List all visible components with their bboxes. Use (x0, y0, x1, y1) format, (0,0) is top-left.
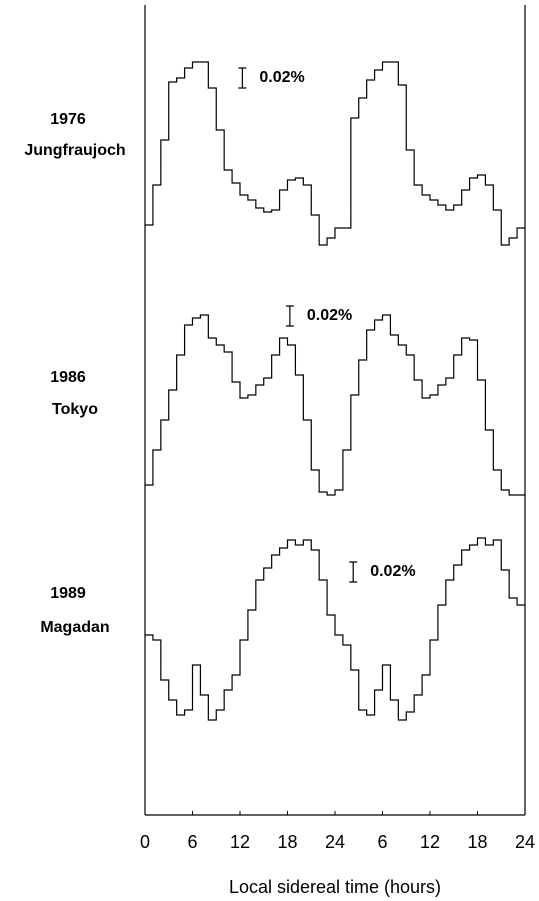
step-line (145, 537, 525, 721)
station-label: Magadan (40, 619, 109, 636)
x-tick-label: 12 (420, 832, 440, 852)
step-line (145, 61, 525, 246)
x-axis-label: Local sidereal time (hours) (229, 877, 441, 897)
scale-bar-label: 0.02% (370, 563, 415, 580)
x-tick-label: 18 (277, 832, 297, 852)
year-label: 1989 (50, 585, 86, 602)
x-tick-label: 12 (230, 832, 250, 852)
scale-bar-label: 0.02% (259, 69, 304, 86)
station-label: Tokyo (52, 401, 98, 418)
scale-bar (238, 67, 247, 89)
scale-bar (349, 561, 358, 583)
x-tick-label: 6 (187, 832, 197, 852)
x-tick-label: 0 (140, 832, 150, 852)
step-line (145, 314, 525, 496)
x-tick-label: 18 (467, 832, 487, 852)
x-tick-label: 6 (377, 832, 387, 852)
x-tick-label: 24 (515, 832, 535, 852)
station-label: Jungfraujoch (24, 142, 125, 159)
scale-bar-label: 0.02% (307, 307, 352, 324)
year-label: 1976 (50, 111, 86, 128)
scale-bar (285, 305, 294, 327)
year-label: 1986 (50, 369, 86, 386)
x-tick-label: 24 (325, 832, 345, 852)
